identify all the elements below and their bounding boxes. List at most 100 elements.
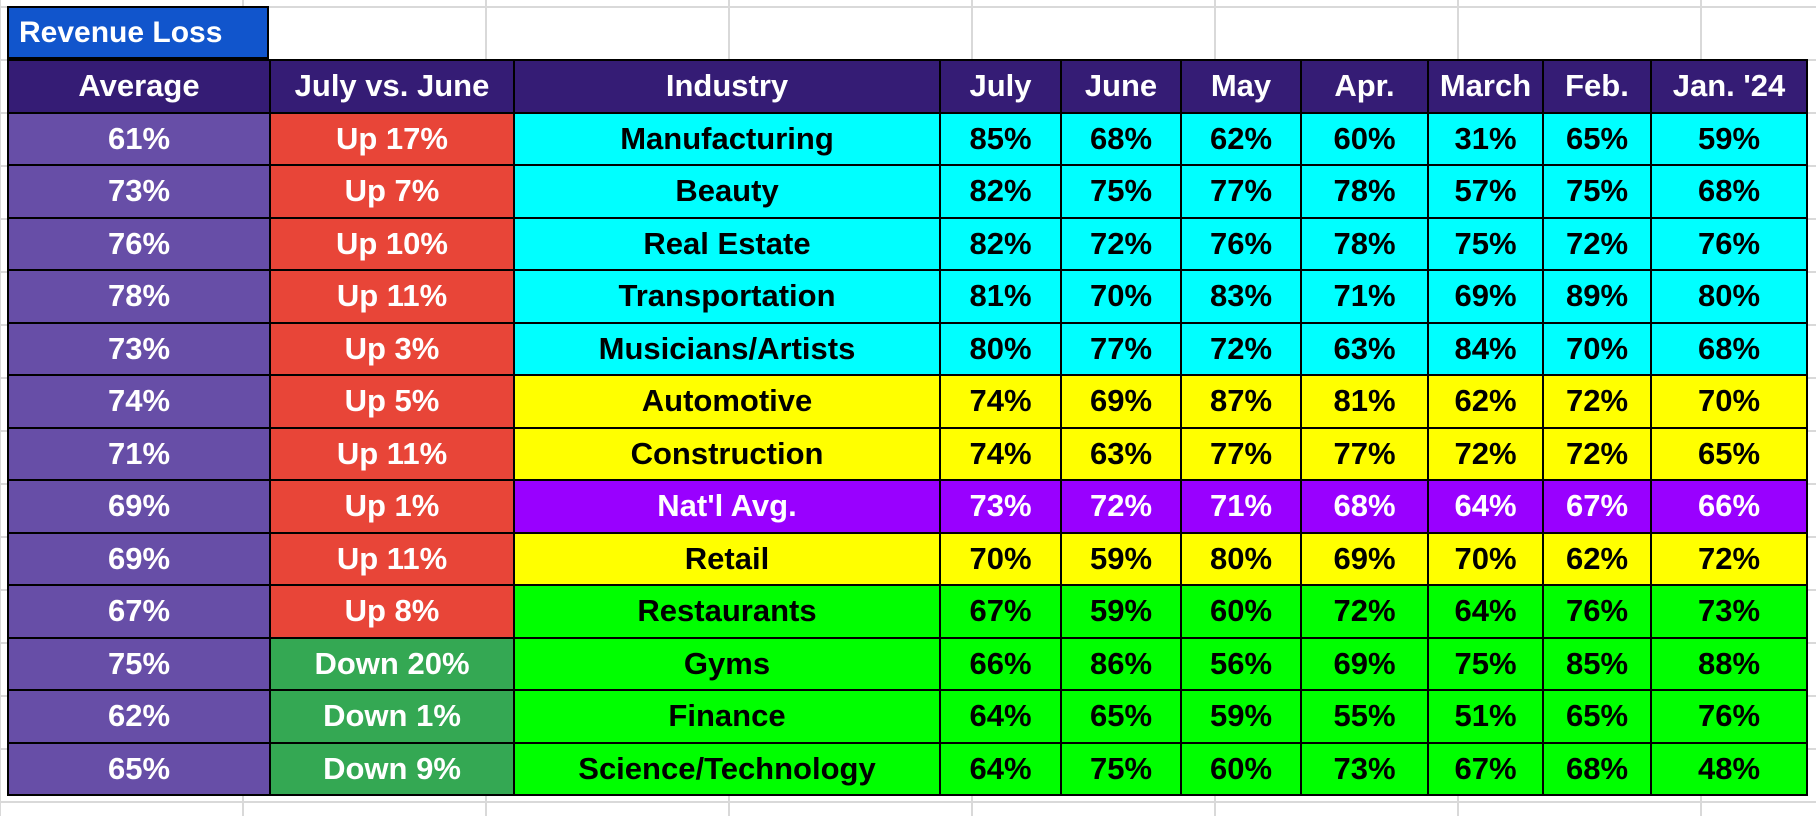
- apr-value-cell[interactable]: 55%: [1300, 689, 1429, 744]
- header-march[interactable]: March: [1427, 59, 1544, 114]
- may-value-cell[interactable]: 60%: [1180, 584, 1302, 639]
- average-cell[interactable]: 73%: [7, 164, 271, 219]
- industry-cell[interactable]: Manufacturing: [513, 111, 941, 166]
- jan-24-value-cell[interactable]: 59%: [1650, 111, 1808, 166]
- apr-value-cell[interactable]: 78%: [1300, 216, 1429, 271]
- jan-24-value-cell[interactable]: 66%: [1650, 479, 1808, 534]
- industry-cell[interactable]: Gyms: [513, 636, 941, 691]
- july-value-cell[interactable]: 85%: [939, 111, 1062, 166]
- jan-24-value-cell[interactable]: 68%: [1650, 164, 1808, 219]
- july-value-cell[interactable]: 82%: [939, 216, 1062, 271]
- may-value-cell[interactable]: 80%: [1180, 531, 1302, 586]
- apr-value-cell[interactable]: 68%: [1300, 479, 1429, 534]
- apr-value-cell[interactable]: 72%: [1300, 584, 1429, 639]
- average-cell[interactable]: 67%: [7, 584, 271, 639]
- may-value-cell[interactable]: 60%: [1180, 741, 1302, 796]
- may-value-cell[interactable]: 71%: [1180, 479, 1302, 534]
- change-cell[interactable]: Up 8%: [269, 584, 515, 639]
- header-apr[interactable]: Apr.: [1300, 59, 1429, 114]
- june-value-cell[interactable]: 77%: [1060, 321, 1182, 376]
- march-value-cell[interactable]: 84%: [1427, 321, 1544, 376]
- jan-24-value-cell[interactable]: 65%: [1650, 426, 1808, 481]
- feb-value-cell[interactable]: 65%: [1542, 689, 1652, 744]
- average-cell[interactable]: 61%: [7, 111, 271, 166]
- march-value-cell[interactable]: 70%: [1427, 531, 1544, 586]
- average-cell[interactable]: 69%: [7, 531, 271, 586]
- jan-24-value-cell[interactable]: 88%: [1650, 636, 1808, 691]
- header-industry[interactable]: Industry: [513, 59, 941, 114]
- feb-value-cell[interactable]: 62%: [1542, 531, 1652, 586]
- feb-value-cell[interactable]: 72%: [1542, 374, 1652, 429]
- may-value-cell[interactable]: 76%: [1180, 216, 1302, 271]
- march-value-cell[interactable]: 72%: [1427, 426, 1544, 481]
- march-value-cell[interactable]: 51%: [1427, 689, 1544, 744]
- feb-value-cell[interactable]: 72%: [1542, 426, 1652, 481]
- apr-value-cell[interactable]: 73%: [1300, 741, 1429, 796]
- june-value-cell[interactable]: 69%: [1060, 374, 1182, 429]
- industry-cell[interactable]: Construction: [513, 426, 941, 481]
- average-cell[interactable]: 78%: [7, 269, 271, 324]
- july-value-cell[interactable]: 67%: [939, 584, 1062, 639]
- average-cell[interactable]: 71%: [7, 426, 271, 481]
- header-may[interactable]: May: [1180, 59, 1302, 114]
- change-cell[interactable]: Up 17%: [269, 111, 515, 166]
- change-cell[interactable]: Up 11%: [269, 531, 515, 586]
- table-title-cell[interactable]: Revenue Loss: [7, 6, 269, 59]
- june-value-cell[interactable]: 63%: [1060, 426, 1182, 481]
- july-value-cell[interactable]: 82%: [939, 164, 1062, 219]
- industry-cell[interactable]: Real Estate: [513, 216, 941, 271]
- may-value-cell[interactable]: 87%: [1180, 374, 1302, 429]
- apr-value-cell[interactable]: 77%: [1300, 426, 1429, 481]
- jan-24-value-cell[interactable]: 70%: [1650, 374, 1808, 429]
- june-value-cell[interactable]: 75%: [1060, 741, 1182, 796]
- change-cell[interactable]: Up 7%: [269, 164, 515, 219]
- jan-24-value-cell[interactable]: 48%: [1650, 741, 1808, 796]
- july-value-cell[interactable]: 64%: [939, 689, 1062, 744]
- industry-cell[interactable]: Restaurants: [513, 584, 941, 639]
- jan-24-value-cell[interactable]: 68%: [1650, 321, 1808, 376]
- feb-value-cell[interactable]: 75%: [1542, 164, 1652, 219]
- july-value-cell[interactable]: 80%: [939, 321, 1062, 376]
- average-cell[interactable]: 75%: [7, 636, 271, 691]
- feb-value-cell[interactable]: 67%: [1542, 479, 1652, 534]
- header-july-vs-june[interactable]: July vs. June: [269, 59, 515, 114]
- feb-value-cell[interactable]: 65%: [1542, 111, 1652, 166]
- march-value-cell[interactable]: 69%: [1427, 269, 1544, 324]
- may-value-cell[interactable]: 56%: [1180, 636, 1302, 691]
- jan-24-value-cell[interactable]: 80%: [1650, 269, 1808, 324]
- jan-24-value-cell[interactable]: 76%: [1650, 689, 1808, 744]
- industry-cell[interactable]: Finance: [513, 689, 941, 744]
- march-value-cell[interactable]: 62%: [1427, 374, 1544, 429]
- may-value-cell[interactable]: 72%: [1180, 321, 1302, 376]
- apr-value-cell[interactable]: 78%: [1300, 164, 1429, 219]
- july-value-cell[interactable]: 74%: [939, 374, 1062, 429]
- change-cell[interactable]: Down 9%: [269, 741, 515, 796]
- change-cell[interactable]: Up 1%: [269, 479, 515, 534]
- may-value-cell[interactable]: 83%: [1180, 269, 1302, 324]
- average-cell[interactable]: 62%: [7, 689, 271, 744]
- june-value-cell[interactable]: 59%: [1060, 531, 1182, 586]
- july-value-cell[interactable]: 64%: [939, 741, 1062, 796]
- change-cell[interactable]: Up 5%: [269, 374, 515, 429]
- feb-value-cell[interactable]: 72%: [1542, 216, 1652, 271]
- change-cell[interactable]: Down 20%: [269, 636, 515, 691]
- header-average[interactable]: Average: [7, 59, 271, 114]
- industry-cell[interactable]: Retail: [513, 531, 941, 586]
- july-value-cell[interactable]: 70%: [939, 531, 1062, 586]
- may-value-cell[interactable]: 77%: [1180, 164, 1302, 219]
- change-cell[interactable]: Up 11%: [269, 269, 515, 324]
- change-cell[interactable]: Up 10%: [269, 216, 515, 271]
- apr-value-cell[interactable]: 63%: [1300, 321, 1429, 376]
- average-cell[interactable]: 74%: [7, 374, 271, 429]
- jan-24-value-cell[interactable]: 73%: [1650, 584, 1808, 639]
- industry-cell[interactable]: Beauty: [513, 164, 941, 219]
- header-july[interactable]: July: [939, 59, 1062, 114]
- header-jan-24[interactable]: Jan. '24: [1650, 59, 1808, 114]
- jan-24-value-cell[interactable]: 72%: [1650, 531, 1808, 586]
- apr-value-cell[interactable]: 71%: [1300, 269, 1429, 324]
- july-value-cell[interactable]: 66%: [939, 636, 1062, 691]
- industry-cell[interactable]: Nat'l Avg.: [513, 479, 941, 534]
- march-value-cell[interactable]: 64%: [1427, 479, 1544, 534]
- apr-value-cell[interactable]: 69%: [1300, 636, 1429, 691]
- march-value-cell[interactable]: 67%: [1427, 741, 1544, 796]
